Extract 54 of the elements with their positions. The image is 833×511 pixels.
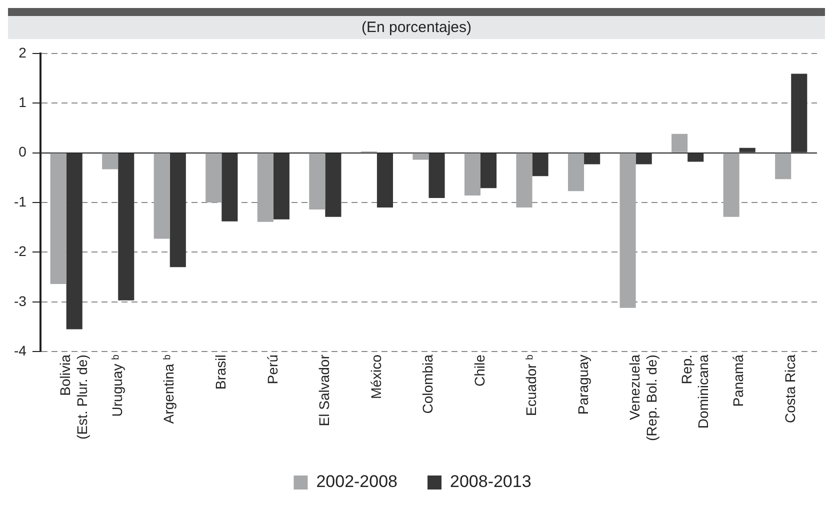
bar <box>464 153 480 196</box>
x-tick-label: Brasil <box>212 354 229 390</box>
x-tick-label: Ecuador ᵇ <box>523 354 540 416</box>
legend-label: 2002-2008 <box>316 472 398 492</box>
bar <box>376 153 394 208</box>
bar <box>118 153 134 300</box>
bar <box>325 153 342 217</box>
bar <box>66 153 82 330</box>
bar <box>222 153 238 222</box>
bar <box>516 153 532 208</box>
chart-title: (En porcentajes) <box>8 16 825 39</box>
y-tick-label: 2 <box>18 44 27 60</box>
bar <box>412 153 429 160</box>
x-tick-label: Costa Rica <box>782 354 798 424</box>
bar <box>50 153 66 284</box>
bar <box>309 153 326 210</box>
bar <box>688 153 704 162</box>
bar <box>791 74 808 152</box>
x-tick-label: El Salvador <box>316 354 332 426</box>
y-tick-label: -2 <box>14 243 27 260</box>
bar <box>257 153 274 222</box>
bar <box>739 148 756 152</box>
bar <box>206 153 222 203</box>
bar <box>584 153 600 164</box>
x-tick-label: Venezuela (Rep. Bol. de) <box>626 354 660 442</box>
y-tick-label: 0 <box>18 144 27 160</box>
bar <box>480 153 497 188</box>
bar <box>636 153 652 164</box>
x-tick-label: Argentina ᵇ <box>160 354 177 424</box>
bar <box>568 153 584 192</box>
bar <box>428 153 445 198</box>
bar <box>775 153 792 180</box>
y-tick-label: -3 <box>14 292 27 309</box>
legend-label: 2008-2013 <box>450 472 532 492</box>
bar <box>170 153 186 268</box>
x-tick-label: Uruguay ᵇ <box>108 354 125 417</box>
bar <box>620 153 636 308</box>
x-tick-label: México <box>368 354 384 399</box>
y-tick-label: -1 <box>14 193 27 210</box>
bar <box>102 153 118 170</box>
y-tick-label: -4 <box>14 342 27 358</box>
y-tick-label: 1 <box>18 94 27 110</box>
x-tick-label: Bolivia (Est. Plur. de) <box>57 354 90 440</box>
x-tick-label: Perú <box>264 354 280 384</box>
bar <box>723 153 740 217</box>
bar <box>154 153 170 239</box>
x-tick-label: Chile <box>471 354 488 387</box>
bar <box>273 153 290 220</box>
x-tick-label: Panamá <box>730 354 746 407</box>
x-tick-label: Rep. Dominicana <box>678 354 712 429</box>
bar <box>672 134 688 152</box>
x-tick-label: Colombia <box>420 354 436 414</box>
bar <box>532 153 548 176</box>
x-tick-label: Paraguay <box>574 354 591 415</box>
